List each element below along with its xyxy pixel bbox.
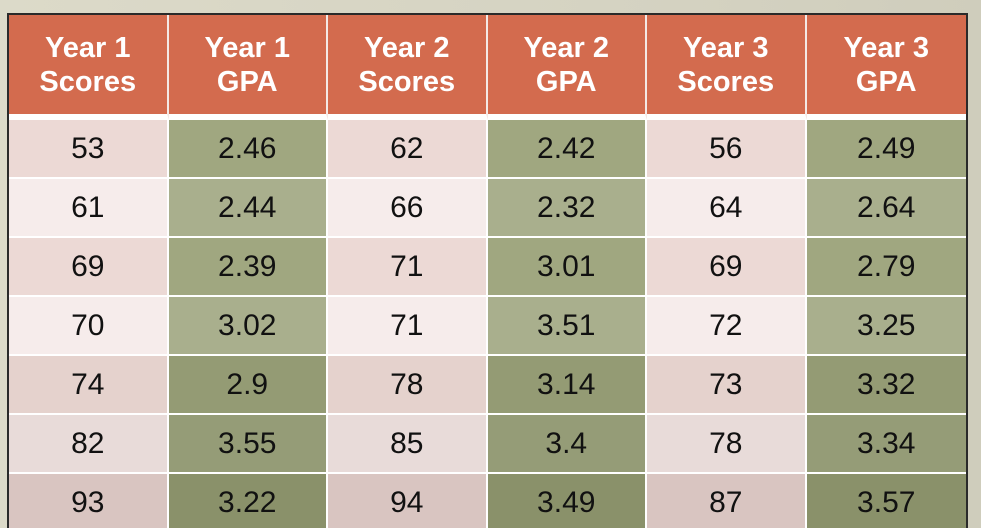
table-cell-score: 69 bbox=[9, 238, 169, 297]
table-cell-gpa: 3.34 bbox=[806, 415, 966, 474]
table-cell-gpa: 2.46 bbox=[168, 120, 328, 179]
header-year2-gpa: Year 2 GPA bbox=[487, 15, 647, 120]
table-cell-gpa: 3.32 bbox=[806, 356, 966, 415]
table-cell-gpa: 2.32 bbox=[487, 179, 647, 238]
table-cell-gpa: 3.4 bbox=[487, 415, 647, 474]
table-cell-score: 87 bbox=[647, 474, 807, 528]
table-cell-score: 82 bbox=[9, 415, 169, 474]
table-cell-score: 70 bbox=[9, 297, 169, 356]
header-line: Scores bbox=[358, 65, 456, 98]
table-header-row: Year 1 Scores Year 1 GPA Year 2 Scores Year… bbox=[9, 15, 966, 120]
table-cell-score: 72 bbox=[647, 297, 807, 356]
header-line: Year 1 bbox=[45, 31, 131, 64]
table-cell-score: 74 bbox=[9, 356, 169, 415]
header-line: GPA bbox=[855, 65, 917, 98]
header-year1-scores: Year 1 Scores bbox=[9, 15, 169, 120]
table-cell-gpa: 3.49 bbox=[487, 474, 647, 528]
table-cell-gpa: 3.22 bbox=[168, 474, 328, 528]
table-cell-score: 94 bbox=[328, 474, 488, 528]
table-cell-score: 93 bbox=[9, 474, 169, 528]
table-cell-gpa: 3.55 bbox=[168, 415, 328, 474]
header-line: Year 2 bbox=[364, 31, 450, 64]
table-cell-score: 78 bbox=[647, 415, 807, 474]
header-line: Scores bbox=[677, 65, 775, 98]
table-row: 69 2.39 71 3.01 69 2.79 bbox=[9, 238, 966, 297]
header-line: Year 2 bbox=[523, 31, 609, 64]
table-cell-gpa: 2.9 bbox=[168, 356, 328, 415]
table-row: 53 2.46 62 2.42 56 2.49 bbox=[9, 120, 966, 179]
header-line: GPA bbox=[535, 65, 597, 98]
table-cell-gpa: 3.57 bbox=[806, 474, 966, 528]
table-cell-gpa: 3.14 bbox=[487, 356, 647, 415]
table-cell-score: 71 bbox=[328, 238, 488, 297]
table-row: 82 3.55 85 3.4 78 3.34 bbox=[9, 415, 966, 474]
header-year1-gpa: Year 1 GPA bbox=[168, 15, 328, 120]
scores-gpa-table: Year 1 Scores Year 1 GPA Year 2 Scores Year… bbox=[9, 15, 966, 528]
header-line: Year 3 bbox=[843, 31, 929, 64]
header-line: GPA bbox=[216, 65, 278, 98]
table-cell-score: 64 bbox=[647, 179, 807, 238]
table-row: 70 3.02 71 3.51 72 3.25 bbox=[9, 297, 966, 356]
table-cell-score: 56 bbox=[647, 120, 807, 179]
table-row: 61 2.44 66 2.32 64 2.64 bbox=[9, 179, 966, 238]
table-row: 93 3.22 94 3.49 87 3.57 bbox=[9, 474, 966, 528]
header-line: Year 1 bbox=[204, 31, 290, 64]
table-cell-gpa: 2.79 bbox=[806, 238, 966, 297]
table-cell-gpa: 3.02 bbox=[168, 297, 328, 356]
table-cell-gpa: 3.01 bbox=[487, 238, 647, 297]
header-year3-gpa: Year 3 GPA bbox=[806, 15, 966, 120]
table-cell-score: 69 bbox=[647, 238, 807, 297]
header-line: Scores bbox=[39, 65, 137, 98]
table-cell-score: 71 bbox=[328, 297, 488, 356]
table-cell-score: 73 bbox=[647, 356, 807, 415]
table-cell-score: 85 bbox=[328, 415, 488, 474]
table-cell-score: 62 bbox=[328, 120, 488, 179]
header-year2-scores: Year 2 Scores bbox=[328, 15, 488, 120]
table-cell-score: 78 bbox=[328, 356, 488, 415]
table-cell-score: 66 bbox=[328, 179, 488, 238]
table-cell-score: 53 bbox=[9, 120, 169, 179]
data-table-container: Year 1 Scores Year 1 GPA Year 2 Scores Year… bbox=[7, 13, 968, 528]
table-row: 74 2.9 78 3.14 73 3.32 bbox=[9, 356, 966, 415]
table-cell-gpa: 2.39 bbox=[168, 238, 328, 297]
header-year3-scores: Year 3 Scores bbox=[647, 15, 807, 120]
table-cell-gpa: 2.44 bbox=[168, 179, 328, 238]
table-cell-gpa: 2.42 bbox=[487, 120, 647, 179]
table-cell-gpa: 3.25 bbox=[806, 297, 966, 356]
table-cell-score: 61 bbox=[9, 179, 169, 238]
table-cell-gpa: 2.49 bbox=[806, 120, 966, 179]
table-cell-gpa: 3.51 bbox=[487, 297, 647, 356]
header-line: Year 3 bbox=[683, 31, 769, 64]
table-cell-gpa: 2.64 bbox=[806, 179, 966, 238]
